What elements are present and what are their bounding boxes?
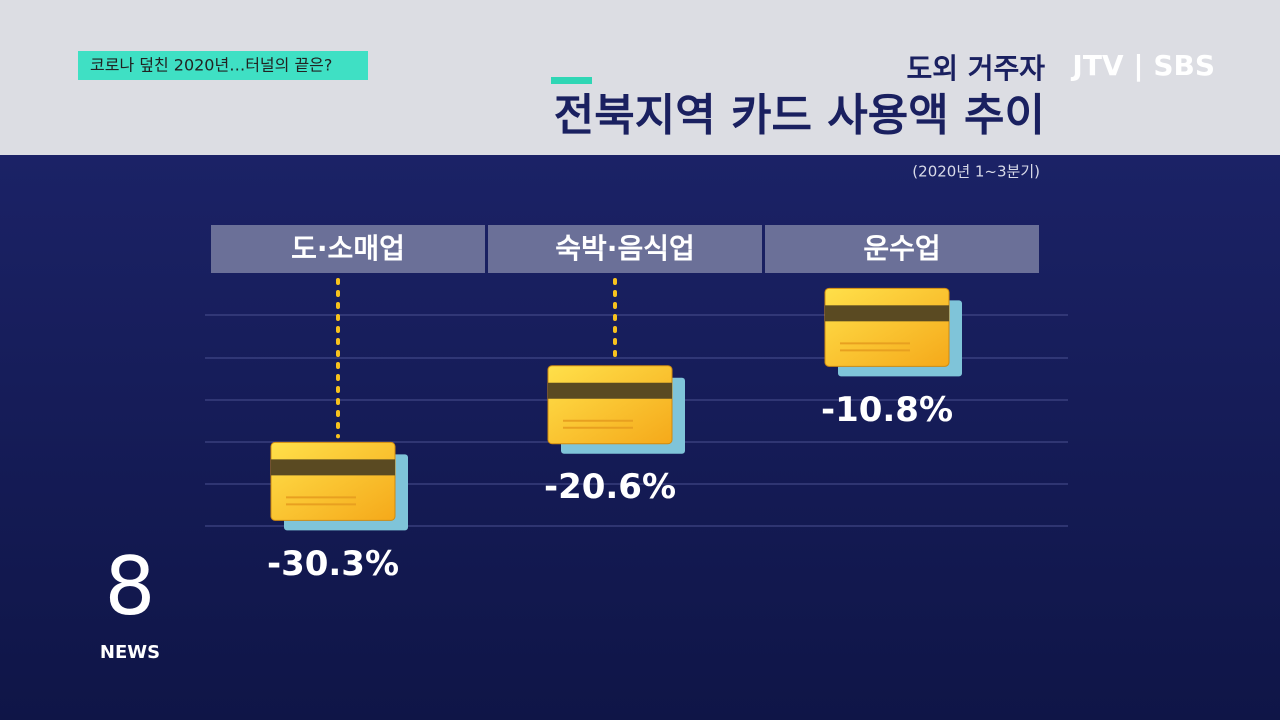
category-box [211,225,485,273]
accent [551,77,592,84]
card-part [547,365,673,445]
logo: JTV | SBS [1070,49,1215,82]
value-label: -20.6% [544,467,676,507]
category-label: 운수업 [863,232,940,265]
subtitle: 도외 거주자 [906,52,1045,85]
card [270,441,408,531]
category-label: 숙박·음식업 [555,232,694,265]
card-part [270,441,396,521]
category-box [765,225,1039,273]
card-part [825,305,949,322]
card-part [271,459,395,476]
note: (2020년 1~3분기) [912,163,1040,181]
card [824,287,962,377]
card-part [548,382,672,399]
tag-box [78,51,368,80]
title: 전북지역 카드 사용액 추이 [554,90,1045,141]
brand-text: NEWS [100,642,160,663]
tag: 코로나 덮친 2020년…터널의 끝은? [90,56,332,75]
value-label: -10.8% [821,390,953,430]
brand-number: 8 [105,540,156,633]
value-label: -30.3% [267,544,399,584]
card [547,365,685,454]
category-box [488,225,762,273]
category-label: 도·소매업 [291,232,405,265]
card-part [824,287,950,367]
